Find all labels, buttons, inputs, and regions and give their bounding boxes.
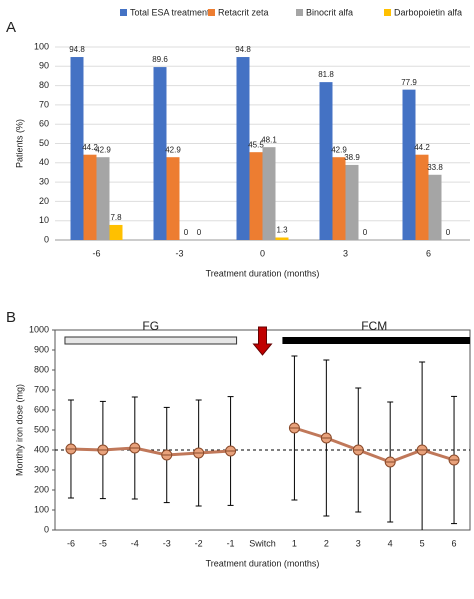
data-label: 44.2 — [82, 143, 98, 152]
data-label: 1.3 — [276, 226, 288, 235]
bar — [275, 237, 289, 240]
phase-bar — [282, 337, 470, 344]
x-tick-label: 1 — [292, 538, 297, 548]
bar — [332, 157, 346, 240]
bar — [415, 154, 429, 240]
x-tick-label: -1 — [227, 538, 235, 548]
bar — [236, 57, 250, 241]
y-tick-label: 700 — [34, 384, 49, 394]
bar — [262, 147, 276, 240]
y-tick-label: 800 — [34, 364, 49, 374]
data-label: 89.6 — [152, 55, 168, 64]
data-label: 0 — [197, 228, 202, 237]
bar — [109, 224, 123, 240]
y-tick-label: 40 — [39, 157, 49, 167]
data-label: 33.8 — [427, 163, 443, 172]
data-label: 42.9 — [95, 145, 111, 154]
y-tick-label: 200 — [34, 484, 49, 494]
y-tick-label: 100 — [34, 504, 49, 514]
x-tick-label: 0 — [260, 248, 265, 258]
data-label: 94.8 — [235, 45, 251, 54]
y-tick-label: 100 — [34, 41, 49, 51]
phase-bar — [64, 336, 238, 345]
legend-swatch — [384, 9, 391, 16]
y-tick-label: 50 — [39, 138, 49, 148]
data-label: 45.5 — [248, 140, 264, 149]
x-tick-label: -5 — [99, 538, 107, 548]
bar — [319, 82, 333, 240]
y-tick-label: 600 — [34, 404, 49, 414]
data-label: 94.8 — [69, 45, 85, 54]
data-label: 7.8 — [110, 213, 122, 222]
legend-label: Retacrit zeta — [218, 7, 269, 17]
y-tick-label: 10 — [39, 215, 49, 225]
y-tick-label: 90 — [39, 61, 49, 71]
y-tick-label: 300 — [34, 464, 49, 474]
y-tick-label: 80 — [39, 80, 49, 90]
x-tick-label: 6 — [426, 248, 431, 258]
data-label: 38.9 — [344, 153, 360, 162]
bar — [166, 157, 180, 240]
y-tick-label: 20 — [39, 196, 49, 206]
legend-label: Darbopoietin alfa — [394, 7, 462, 17]
y-tick-label: 400 — [34, 444, 49, 454]
bar — [70, 57, 84, 241]
bar — [249, 152, 263, 240]
y-tick-label: 60 — [39, 119, 49, 129]
legend-label: Total ESA treatment — [130, 7, 210, 17]
y-tick-label: 1000 — [29, 324, 49, 334]
data-label: 42.9 — [165, 145, 181, 154]
y-tick-label: 0 — [44, 234, 49, 244]
legend-swatch — [208, 9, 215, 16]
legend-swatch — [120, 9, 127, 16]
x-tick-label: 3 — [356, 538, 361, 548]
bar — [83, 154, 97, 240]
x-axis-label: Treatment duration (months) — [206, 268, 320, 278]
x-tick-label: -4 — [131, 538, 139, 548]
x-tick-label: 6 — [452, 538, 457, 548]
bar — [96, 157, 110, 240]
x-tick-label: 4 — [388, 538, 393, 548]
data-label: 0 — [363, 228, 368, 237]
data-label: 0 — [446, 228, 451, 237]
x-tick-label: -3 — [163, 538, 171, 548]
bar — [428, 174, 442, 240]
x-tick-label: -6 — [92, 248, 100, 258]
data-label: 77.9 — [401, 78, 417, 87]
y-axis-label: Patients (%) — [14, 119, 24, 168]
data-label: 81.8 — [318, 70, 334, 79]
bar — [345, 164, 359, 240]
y-tick-label: 30 — [39, 176, 49, 186]
data-label: 0 — [184, 228, 189, 237]
y-tick-label: 70 — [39, 99, 49, 109]
x-axis-label: Treatment duration (months) — [206, 558, 320, 568]
data-label: 42.9 — [331, 145, 347, 154]
data-label: 44.2 — [414, 143, 430, 152]
panel-label: B — [6, 309, 16, 326]
x-tick-label: Switch — [249, 538, 276, 548]
x-tick-label: -3 — [175, 248, 183, 258]
x-tick-label: -2 — [195, 538, 203, 548]
y-tick-label: 0 — [44, 524, 49, 534]
y-tick-label: 900 — [34, 344, 49, 354]
panel-label: A — [6, 19, 16, 36]
x-tick-label: 2 — [324, 538, 329, 548]
legend-label: Binocrit alfa — [306, 7, 353, 17]
switch-arrow — [252, 326, 273, 356]
phase-label: FCM — [361, 319, 387, 333]
line — [293, 426, 455, 464]
bar — [402, 89, 416, 240]
x-tick-label: 3 — [343, 248, 348, 258]
legend-swatch — [296, 9, 303, 16]
x-tick-label: -6 — [67, 538, 75, 548]
y-axis-label: Monthly iron dose (mg) — [14, 384, 24, 476]
x-tick-label: 5 — [420, 538, 425, 548]
data-label: 48.1 — [261, 135, 277, 144]
phase-label: FG — [142, 319, 159, 333]
bar — [153, 67, 167, 241]
y-tick-label: 500 — [34, 424, 49, 434]
